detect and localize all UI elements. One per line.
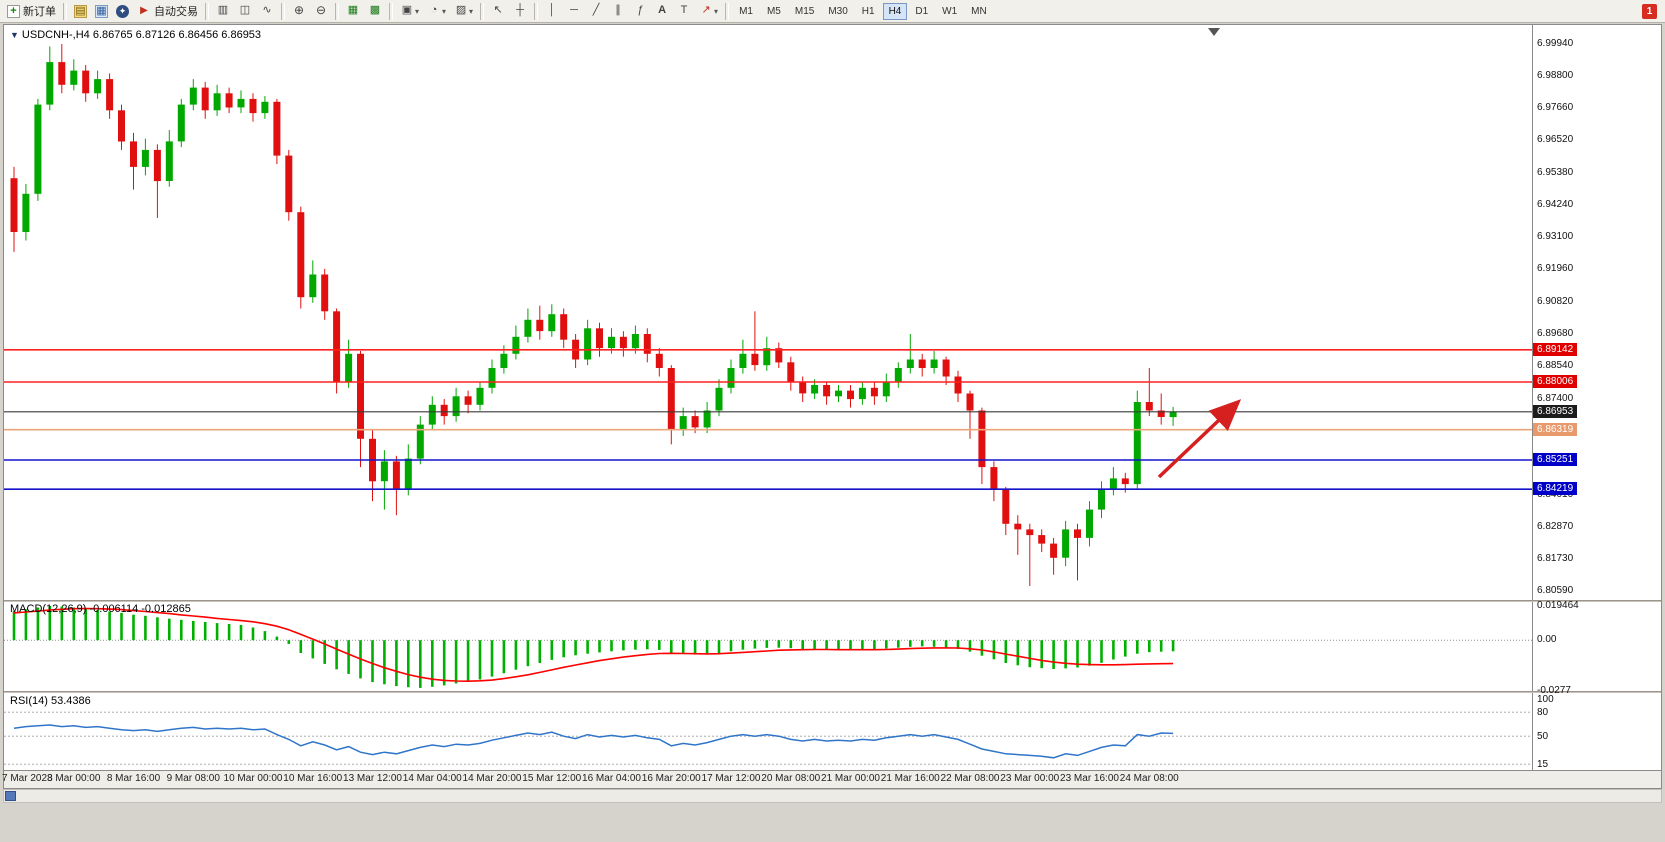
crosshair-button[interactable]: ┼ xyxy=(509,2,531,21)
main-price-chart[interactable] xyxy=(4,26,1532,600)
hline-icon: ─ xyxy=(570,4,578,16)
autotrading-button[interactable]: ▶ 自动交易 xyxy=(133,2,202,21)
vertical-line-button[interactable]: │ xyxy=(541,2,563,21)
toolbar-separator xyxy=(281,2,285,20)
vline-icon: │ xyxy=(548,4,556,16)
chart-shift-marker xyxy=(1208,28,1220,36)
navigator-icon: ✦ xyxy=(116,4,129,18)
market-watch-button[interactable]: ▤ xyxy=(70,2,91,21)
timeframe-h4-button[interactable]: H4 xyxy=(882,2,908,20)
toolbar-separator xyxy=(534,2,539,20)
timeframe-group: M1 M5 M15 M30 H1 H4 D1 W1 MN xyxy=(732,2,994,20)
toolbar-separator xyxy=(725,2,730,20)
timeframe-m15-button[interactable]: M15 xyxy=(794,5,815,17)
rsi-line xyxy=(13,724,1174,759)
tile-windows-button[interactable]: ▦ xyxy=(342,2,364,21)
arrange-icon: ▩ xyxy=(369,4,381,16)
cursor-button[interactable]: ↖ xyxy=(487,2,509,21)
rsi-panel-divider[interactable] xyxy=(4,691,1661,693)
macd-indicator-panel[interactable] xyxy=(4,602,1532,691)
toolbar-separator xyxy=(205,2,209,20)
toolbar-separator xyxy=(63,2,67,20)
timeframe-mn-button[interactable]: MN xyxy=(971,5,987,17)
auto-arrange-button[interactable]: ▩ xyxy=(364,2,386,21)
chevron-down-icon: ▾ xyxy=(442,6,447,16)
price-axis-divider xyxy=(1532,25,1533,770)
autotrading-icon: ▶ xyxy=(140,5,148,16)
timeframe-m1-button[interactable]: M1 xyxy=(739,5,753,17)
label-icon: T xyxy=(680,4,688,16)
text-label-button[interactable]: T xyxy=(673,2,695,21)
macd-histogram xyxy=(12,606,1175,688)
navigator-button[interactable]: ✦ xyxy=(112,2,133,21)
new-order-label: 新订单 xyxy=(23,6,56,18)
up-arrow-annotation xyxy=(1157,399,1242,479)
timeframe-w1-button[interactable]: W1 xyxy=(942,5,958,17)
bar-chart-icon: ▥ xyxy=(217,4,229,16)
trendline-button[interactable]: ╱ xyxy=(585,2,607,21)
candlestick-chart-button[interactable]: ◫ xyxy=(234,2,256,21)
channel-button[interactable]: ∥ xyxy=(607,2,629,21)
toolbar-separator xyxy=(389,2,393,20)
timeframe-m30-button[interactable]: M30 xyxy=(828,5,848,17)
snapshot-button[interactable]: ▨ ▾ xyxy=(450,2,477,21)
profiles-button[interactable]: ◔ ▾ xyxy=(423,2,450,21)
macd-panel-divider[interactable] xyxy=(4,600,1661,602)
scrollbar-thumb[interactable] xyxy=(5,791,16,801)
rsi-indicator-panel[interactable] xyxy=(4,693,1532,770)
profiles-icon: ◔ xyxy=(430,4,438,16)
bar-chart-button[interactable]: ▥ xyxy=(212,2,234,21)
line-chart-button[interactable]: ∿ xyxy=(256,2,278,21)
timeframe-d1-button[interactable]: D1 xyxy=(915,5,929,17)
text-button[interactable]: A xyxy=(651,2,673,21)
line-chart-icon: ∿ xyxy=(262,4,272,16)
trendline-icon: ╱ xyxy=(592,4,600,16)
zoom-out-icon: ⊖ xyxy=(315,3,327,17)
autotrading-label: 自动交易 xyxy=(154,6,198,18)
tile-icon: ▦ xyxy=(347,4,359,16)
candles-layer xyxy=(10,44,1177,586)
toolbar-separator xyxy=(480,2,485,20)
horizontal-lines-layer xyxy=(4,348,1532,491)
fibonacci-button[interactable]: ƒ xyxy=(629,2,651,21)
chevron-down-icon: ▾ xyxy=(415,6,420,16)
toolbar-separator xyxy=(335,2,339,20)
new-chart-icon: ▣ xyxy=(401,4,413,16)
timeframe-h1-button[interactable]: H1 xyxy=(861,5,875,17)
fibonacci-icon: ƒ xyxy=(636,4,644,16)
crosshair-icon: ┼ xyxy=(516,4,524,16)
data-window-icon: ▦ xyxy=(95,4,108,18)
time-axis[interactable] xyxy=(4,770,1661,788)
macd-signal-line xyxy=(13,607,1174,683)
new-chart-button[interactable]: ▣ ▾ xyxy=(396,2,423,21)
timeframe-m5-button[interactable]: M5 xyxy=(766,5,781,17)
data-window-button[interactable]: ▦ xyxy=(91,2,112,21)
channel-icon: ∥ xyxy=(615,4,621,16)
cursor-icon: ↖ xyxy=(493,4,503,16)
chevron-down-icon: ▾ xyxy=(714,6,719,16)
text-icon: A xyxy=(658,4,667,16)
snapshot-icon: ▨ xyxy=(455,4,467,16)
zoom-out-button[interactable]: ⊖ xyxy=(310,2,332,21)
toolbar: + 新订单 ▤ ▦ ✦ ▶ 自动交易 ▥ ◫ ∿ ⊕ ⊖ ▦ ▩ ▣ ▾ ◔ ▾ ▨ ▾ ↖ ┼ │ ─ ╱ ∥ ƒ A T ↗ ▾ M1 M… xyxy=(0,0,1665,23)
chevron-down-icon: ▾ xyxy=(469,6,474,16)
zoom-in-button[interactable]: ⊕ xyxy=(288,2,310,21)
toolbar-button-group: + 新订单 ▤ ▦ ✦ ▶ 自动交易 ▥ ◫ ∿ ⊕ ⊖ ▦ ▩ ▣ ▾ ◔ ▾ ▨ ▾ ↖ ┼ │ ─ ╱ ∥ ƒ A T ↗ ▾ xyxy=(3,2,732,21)
market-watch-icon: ▤ xyxy=(74,4,87,18)
new-order-icon: + xyxy=(7,4,20,18)
horizontal-scrollbar[interactable] xyxy=(3,789,1662,803)
arrows-icon: ↗ xyxy=(701,4,711,16)
horizontal-line-button[interactable]: ─ xyxy=(563,2,585,21)
arrows-button[interactable]: ↗ ▾ xyxy=(695,2,722,21)
zoom-in-icon: ⊕ xyxy=(293,3,305,17)
notification-badge[interactable]: 1 xyxy=(1642,4,1657,19)
new-order-button[interactable]: + 新订单 xyxy=(3,2,60,21)
candlestick-icon: ◫ xyxy=(239,4,251,16)
